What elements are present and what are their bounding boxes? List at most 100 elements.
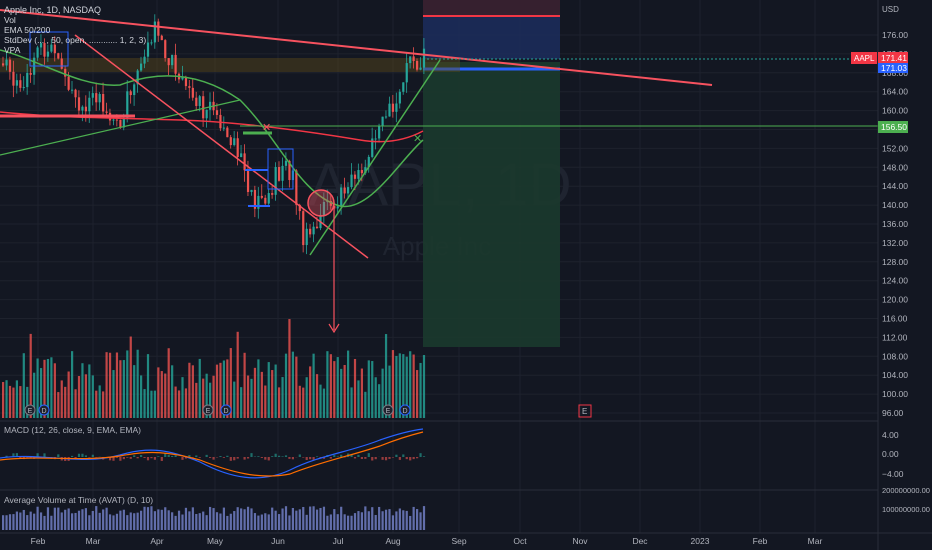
volume-bar <box>122 360 125 418</box>
candle-body <box>2 63 5 66</box>
avat-bar <box>371 507 374 530</box>
candle-body <box>46 51 50 57</box>
macd-hist <box>184 457 188 459</box>
volume-bar <box>115 352 119 418</box>
price-tick: 104.00 <box>882 370 908 380</box>
avat-bar <box>336 514 339 530</box>
avat-bar <box>81 509 84 530</box>
macd-hist <box>371 457 374 461</box>
volume-bar <box>336 357 339 418</box>
candle-body <box>347 187 350 194</box>
avat-bar <box>398 508 401 530</box>
avat-bar <box>381 511 384 530</box>
macd-line <box>0 428 424 479</box>
avat-bar <box>39 512 43 530</box>
descending-trendline[interactable] <box>0 9 713 86</box>
ema50-line <box>0 49 424 208</box>
avat-bar <box>416 509 419 530</box>
volume-bar <box>143 389 146 418</box>
dividend-marker[interactable] <box>220 404 232 416</box>
volume-bar <box>174 386 177 418</box>
target-zone[interactable] <box>423 62 560 347</box>
candle-body <box>240 153 243 158</box>
avat-bar <box>236 507 239 530</box>
volume-bar <box>419 362 422 418</box>
macd-hist <box>284 455 288 457</box>
avat-pane[interactable] <box>2 506 426 530</box>
avat-bar <box>309 506 312 530</box>
avat-bar <box>26 515 29 530</box>
time-tick: Aug <box>385 536 400 546</box>
legend-item[interactable]: EMA 50/200 <box>4 25 51 35</box>
earnings-marker[interactable] <box>24 404 36 416</box>
candle-body <box>98 93 101 103</box>
volume-bar <box>209 382 212 418</box>
volume-bar <box>64 386 67 418</box>
avat-bar <box>343 514 346 530</box>
candle-body <box>57 53 60 59</box>
avat-bar <box>150 506 153 530</box>
candle-body <box>340 187 343 207</box>
macd-hist <box>419 453 422 457</box>
candle-body <box>136 70 139 85</box>
volume-bar <box>281 377 284 418</box>
earnings-marker[interactable] <box>202 404 214 416</box>
candle-body <box>409 56 412 64</box>
volume-bar <box>91 375 94 418</box>
cross-marker-1: ✕ <box>262 122 271 134</box>
dividend-marker[interactable] <box>38 404 50 416</box>
price-axis[interactable]: 176.00172.00168.00164.00160.00156.00152.… <box>882 30 908 418</box>
macd-hist <box>298 454 301 457</box>
candle-body <box>309 228 312 235</box>
candle-body <box>402 82 405 92</box>
time-axis[interactable]: Feb Mar Apr May Jun Jul Aug Sep Oct Nov Dec 2023 Feb… <box>31 536 823 546</box>
earnings-marker[interactable] <box>382 404 394 416</box>
volume-bar <box>150 390 153 418</box>
volume-bar <box>364 391 367 418</box>
macd-hist <box>164 453 167 457</box>
downtrend-line-1[interactable] <box>74 34 369 259</box>
macd-hist <box>315 456 319 457</box>
macd-hist <box>409 457 412 461</box>
macd-hist <box>402 454 405 457</box>
volume-bar <box>298 385 301 418</box>
last-price-label: 171.41 <box>881 53 907 63</box>
uptrend-line[interactable] <box>309 59 441 256</box>
macd-hist <box>250 453 253 457</box>
volume-bar <box>295 356 298 418</box>
macd-hist <box>416 457 419 459</box>
volume-bar <box>184 388 188 418</box>
macd-pane[interactable] <box>0 428 426 479</box>
avat-bar <box>108 514 112 530</box>
candle-body <box>229 137 232 146</box>
macd-hist <box>146 457 150 461</box>
volume-bar <box>360 368 363 418</box>
avat-bar <box>167 510 170 530</box>
volume-bar <box>33 372 36 418</box>
entry-price-bg <box>878 63 908 73</box>
price-tick: 128.00 <box>882 257 908 267</box>
volume-bar <box>412 354 415 418</box>
avat-bar <box>29 511 32 530</box>
candle-body <box>126 91 129 118</box>
avat-bar <box>246 506 250 530</box>
candle-body <box>50 44 53 52</box>
volume-bar <box>77 376 81 418</box>
legend-item[interactable]: StdDev (... , 50, open, ............ 1, … <box>4 35 146 45</box>
avat-bar <box>177 510 181 530</box>
macd-hist <box>398 457 401 460</box>
candle-body <box>278 167 281 181</box>
candle-body <box>298 204 301 212</box>
candle-body <box>281 165 284 181</box>
price-tick: 96.00 <box>882 408 904 418</box>
dividend-marker[interactable] <box>399 404 411 416</box>
macd-hist <box>367 453 370 457</box>
legend-item[interactable]: Vol <box>4 15 16 25</box>
avat-bar <box>181 514 184 530</box>
macd-hist <box>412 457 415 460</box>
volume-bar <box>205 373 208 418</box>
legend-item[interactable]: VPA <box>4 45 21 55</box>
volume-bar <box>219 362 222 418</box>
